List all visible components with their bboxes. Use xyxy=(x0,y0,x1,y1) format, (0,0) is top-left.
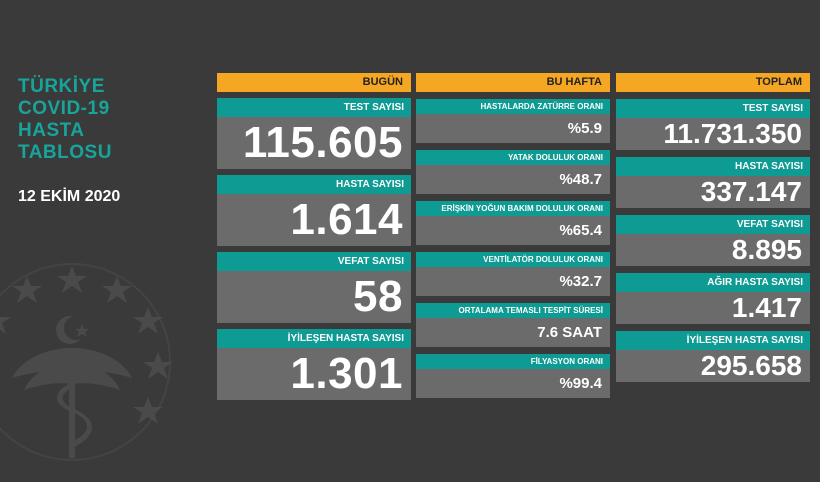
column-total: TOPLAM TEST SAYISI 11.731.350 HASTA SAYI… xyxy=(616,73,810,382)
stat-card: YATAK DOLULUK ORANI %48.7 xyxy=(416,150,610,194)
stat-card: VENTİLATÖR DOLULUK ORANI %32.7 xyxy=(416,252,610,296)
column-this-week: BU HAFTA HASTALARDA ZATÜRRE ORANI %5.9 Y… xyxy=(416,73,610,398)
stat-value: 1.417 xyxy=(616,292,810,324)
stat-card: ERİŞKİN YOĞUN BAKIM DOLULUK ORANI %65.4 xyxy=(416,201,610,245)
stat-value: %32.7 xyxy=(416,267,610,296)
stat-card: VEFAT SAYISI 8.895 xyxy=(616,215,810,266)
stat-value: 11.731.350 xyxy=(616,118,810,150)
stat-value: %5.9 xyxy=(416,114,610,143)
stat-label: HASTALARDA ZATÜRRE ORANI xyxy=(416,99,610,114)
stat-value: 1.301 xyxy=(217,348,411,400)
stat-label: TEST SAYISI xyxy=(616,99,810,118)
stat-value: %48.7 xyxy=(416,165,610,194)
stat-card: FİLYASYON ORANI %99.4 xyxy=(416,354,610,398)
stat-value: 7.6 SAAT xyxy=(416,318,610,347)
stat-card: TEST SAYISI 11.731.350 xyxy=(616,99,810,150)
stat-label: FİLYASYON ORANI xyxy=(416,354,610,369)
stat-label: AĞIR HASTA SAYISI xyxy=(616,273,810,292)
stat-label: ORTALAMA TEMASLI TESPİT SÜRESİ xyxy=(416,303,610,318)
stat-label: TEST SAYISI xyxy=(217,98,411,117)
stat-label: HASTA SAYISI xyxy=(217,175,411,194)
report-date: 12 EKİM 2020 xyxy=(18,188,121,205)
stat-label: VEFAT SAYISI xyxy=(616,215,810,234)
stat-card: İYİLEŞEN HASTA SAYISI 1.301 xyxy=(217,329,411,400)
stat-label: İYİLEŞEN HASTA SAYISI xyxy=(616,331,810,350)
stat-value: 8.895 xyxy=(616,234,810,266)
stat-card: TEST SAYISI 115.605 xyxy=(217,98,411,169)
stat-label: HASTA SAYISI xyxy=(616,157,810,176)
stat-card: HASTALARDA ZATÜRRE ORANI %5.9 xyxy=(416,99,610,143)
stat-card: AĞIR HASTA SAYISI 1.417 xyxy=(616,273,810,324)
stat-label: VEFAT SAYISI xyxy=(217,252,411,271)
stat-card: VEFAT SAYISI 58 xyxy=(217,252,411,323)
stat-value: 337.147 xyxy=(616,176,810,208)
column-today: BUGÜN TEST SAYISI 115.605 HASTA SAYISI 1… xyxy=(217,73,411,400)
stat-card: HASTA SAYISI 337.147 xyxy=(616,157,810,208)
title-line: HASTA xyxy=(18,120,85,141)
title-line: COVID-19 xyxy=(18,98,110,119)
title-line: TÜRKİYE xyxy=(18,76,105,97)
stat-label: İYİLEŞEN HASTA SAYISI xyxy=(217,329,411,348)
title-block: TÜRKİYE COVID-19 HASTA TABLOSU xyxy=(18,76,112,164)
column-header: BUGÜN xyxy=(217,73,411,92)
column-header: TOPLAM xyxy=(616,73,810,92)
stat-label: YATAK DOLULUK ORANI xyxy=(416,150,610,165)
stat-card: HASTA SAYISI 1.614 xyxy=(217,175,411,246)
stat-value: 295.658 xyxy=(616,350,810,382)
stat-card: ORTALAMA TEMASLI TESPİT SÜRESİ 7.6 SAAT xyxy=(416,303,610,347)
stat-label: VENTİLATÖR DOLULUK ORANI xyxy=(416,252,610,267)
stat-value: 58 xyxy=(217,271,411,323)
stat-label: ERİŞKİN YOĞUN BAKIM DOLULUK ORANI xyxy=(416,201,610,216)
ministry-emblem-icon xyxy=(0,263,172,461)
stat-value: %99.4 xyxy=(416,369,610,398)
column-header: BU HAFTA xyxy=(416,73,610,92)
stat-card: İYİLEŞEN HASTA SAYISI 295.658 xyxy=(616,331,810,382)
stat-value: 115.605 xyxy=(217,117,411,169)
title-line: TABLOSU xyxy=(18,142,112,163)
stat-value: %65.4 xyxy=(416,216,610,245)
stat-value: 1.614 xyxy=(217,194,411,246)
